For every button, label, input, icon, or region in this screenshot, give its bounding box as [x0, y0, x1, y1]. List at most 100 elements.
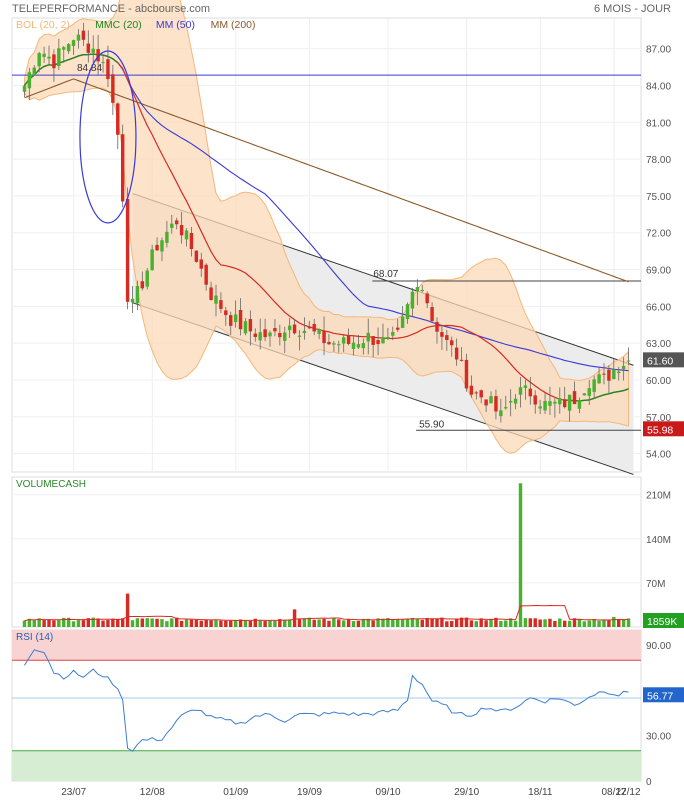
volume-bar	[450, 620, 454, 627]
candle	[489, 396, 493, 404]
volume-bar	[101, 620, 105, 627]
volume-bar	[116, 619, 120, 627]
volume-bar	[508, 618, 513, 627]
candle	[238, 309, 243, 330]
volume-bar	[111, 618, 115, 627]
volume-bar	[179, 620, 184, 627]
candle	[626, 360, 631, 362]
price-tick-label: 63.00	[646, 339, 671, 350]
volume-bar	[445, 621, 449, 627]
annotation-label: 68.07	[373, 269, 398, 280]
volume-bar	[381, 618, 385, 627]
last-volume-badge: 1859K	[647, 616, 677, 628]
volume-bar	[145, 618, 149, 627]
candle	[499, 410, 503, 417]
volume-bar	[425, 618, 429, 627]
volume-bar	[567, 620, 572, 627]
volume-bar	[587, 620, 591, 627]
volume-bar	[125, 593, 130, 627]
volume-bar	[273, 620, 277, 627]
candle	[106, 59, 110, 80]
candle	[224, 310, 228, 316]
candle	[415, 287, 420, 292]
candle	[287, 325, 292, 331]
volume-bar	[371, 620, 375, 627]
candle	[523, 385, 528, 389]
candle	[459, 359, 464, 361]
volume-bar	[37, 618, 41, 627]
volume-bar	[307, 617, 312, 627]
volume-bar	[165, 621, 169, 627]
volume-bar	[469, 620, 474, 627]
candle	[101, 62, 105, 64]
x-tick-label: 18/11	[528, 787, 553, 798]
last-price-badge: 61.60	[647, 355, 673, 367]
candle	[135, 286, 140, 304]
volume-bar	[386, 618, 390, 627]
rsi-overbought-zone	[12, 630, 641, 661]
volume-bar	[140, 618, 145, 627]
candle	[322, 330, 326, 344]
candle	[440, 332, 444, 337]
candle	[229, 315, 233, 326]
volume-bar	[523, 618, 528, 627]
volume-tick-label: 210M	[646, 491, 671, 502]
candle	[464, 359, 469, 389]
volume-bar	[268, 620, 272, 627]
candle	[420, 289, 424, 292]
candle	[351, 342, 356, 349]
candle	[592, 379, 596, 392]
chart-title: TELEPERFORMANCE - abcbourse.com	[12, 3, 210, 15]
volume-bar	[174, 617, 179, 627]
candle	[612, 369, 616, 380]
candle	[391, 332, 395, 336]
volume-bar	[513, 620, 518, 627]
support-level-badge-bg	[643, 421, 684, 437]
volume-bar	[464, 617, 469, 627]
volume-bar	[160, 619, 164, 627]
candle	[32, 67, 36, 76]
volume-bar	[238, 619, 243, 627]
candle	[621, 365, 626, 370]
candle	[508, 400, 513, 403]
volume-bar	[76, 620, 81, 627]
candle	[278, 332, 282, 338]
volume-bar	[391, 619, 395, 627]
volume-bar	[253, 618, 258, 627]
volume-bar	[582, 621, 587, 627]
candle	[263, 329, 267, 338]
candle	[327, 341, 331, 345]
volume-bar	[229, 620, 233, 627]
volume-bar	[135, 618, 140, 627]
candle	[219, 300, 223, 309]
volume-bar	[62, 617, 66, 627]
volume-bar	[337, 619, 341, 627]
volume-bar	[454, 618, 459, 627]
volume-bar	[474, 621, 479, 627]
candle	[71, 40, 76, 46]
candle	[243, 321, 248, 334]
volume-bar	[150, 618, 154, 627]
period-label: 6 MOIS - JOUR	[594, 3, 671, 15]
volume-title: VOLUMECASH	[16, 479, 86, 490]
volume-bar	[199, 620, 203, 627]
volume-bar	[194, 619, 199, 627]
candle	[81, 30, 86, 40]
volume-bar	[66, 617, 71, 627]
candle	[474, 392, 479, 394]
volume-bar	[243, 620, 248, 627]
annotation-ellipse	[79, 50, 137, 224]
volume-bar	[626, 618, 631, 627]
candle	[317, 329, 321, 334]
candle	[140, 281, 145, 289]
candle	[37, 53, 41, 67]
candle	[120, 134, 125, 202]
candle	[567, 394, 572, 411]
volume-bar	[204, 619, 208, 627]
candle	[395, 327, 400, 330]
volume-bar	[96, 618, 100, 627]
volume-bar	[47, 619, 51, 627]
candle	[553, 401, 557, 404]
candle	[273, 328, 277, 332]
candle	[386, 337, 390, 339]
